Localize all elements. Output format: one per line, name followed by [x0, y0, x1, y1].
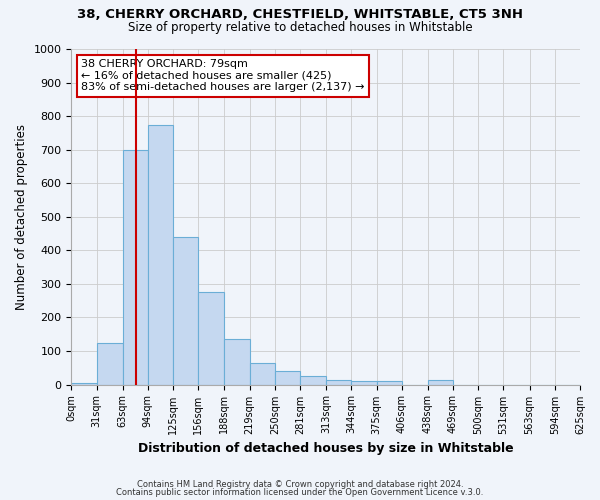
Text: Contains public sector information licensed under the Open Government Licence v.: Contains public sector information licen… — [116, 488, 484, 497]
Bar — [250, 363, 275, 384]
Bar — [97, 342, 122, 384]
Bar — [122, 150, 148, 384]
Text: Size of property relative to detached houses in Whitstable: Size of property relative to detached ho… — [128, 21, 472, 34]
Bar — [71, 383, 97, 384]
Bar — [377, 381, 402, 384]
Bar — [300, 376, 326, 384]
Bar — [224, 340, 250, 384]
Bar — [351, 381, 377, 384]
Bar — [275, 371, 300, 384]
Text: 38 CHERRY ORCHARD: 79sqm
← 16% of detached houses are smaller (425)
83% of semi-: 38 CHERRY ORCHARD: 79sqm ← 16% of detach… — [82, 59, 365, 92]
Text: Contains HM Land Registry data © Crown copyright and database right 2024.: Contains HM Land Registry data © Crown c… — [137, 480, 463, 489]
Bar — [198, 292, 224, 384]
X-axis label: Distribution of detached houses by size in Whitstable: Distribution of detached houses by size … — [138, 442, 514, 455]
Bar — [148, 124, 173, 384]
Text: 38, CHERRY ORCHARD, CHESTFIELD, WHITSTABLE, CT5 3NH: 38, CHERRY ORCHARD, CHESTFIELD, WHITSTAB… — [77, 8, 523, 20]
Bar — [326, 380, 351, 384]
Bar — [428, 380, 453, 384]
Y-axis label: Number of detached properties: Number of detached properties — [15, 124, 28, 310]
Bar — [173, 237, 198, 384]
